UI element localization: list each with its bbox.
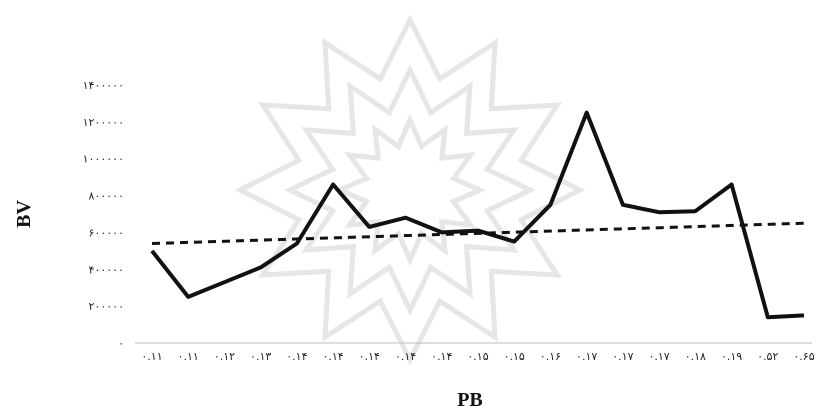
- watermark-ring: [284, 64, 536, 316]
- series-group: [150, 110, 805, 320]
- x-axis-title: PB: [457, 389, 483, 411]
- x-tick-label: ۰.۱۱: [141, 350, 162, 363]
- trendline: [151, 221, 805, 245]
- x-axis-ticks: ۰.۱۱ ۰.۱۱ ۰.۱۲ ۰.۱۳ ۰.۱۴ ۰.۱۴ ۰.۱۴ ۰.۱۴ ۰.۱۴ ۰.۱۵…: [141, 350, 814, 363]
- y-axis-ticks: ۰ ۲۰۰۰۰۰ ۴۰۰۰۰۰ ۶۰۰۰۰۰ ۸۰۰۰۰۰ ۱۰۰۰۰۰۰ ۱۲۰۰۰۰۰ ۱…: [83, 79, 124, 350]
- x-tick-label: ۰.۱۴: [395, 350, 416, 363]
- y-tick-label: ۰: [118, 337, 124, 350]
- x-tick-label: ۰.۱۴: [359, 350, 380, 363]
- y-tick-label: ۲۰۰۰۰۰: [89, 300, 124, 313]
- y-axis-title: BV: [13, 200, 35, 228]
- x-tick-label: ۰.۱۲: [214, 350, 235, 363]
- x-tick-label: ۰.۱۱: [178, 350, 199, 363]
- x-tick-label: ۰.۱۵: [467, 350, 488, 363]
- watermark-ring: [333, 113, 487, 267]
- watermark-ring: [234, 14, 586, 366]
- x-tick-label: ۰.۱۷: [576, 350, 597, 363]
- y-tick-label: ۱۴۰۰۰۰۰: [83, 79, 124, 92]
- y-tick-label: ۴۰۰۰۰۰: [89, 263, 124, 276]
- x-tick-label: ۰.۱۷: [612, 350, 633, 363]
- x-tick-label: ۰.۱۹: [721, 350, 742, 363]
- x-tick-label: ۰.۱۷: [648, 350, 669, 363]
- x-tick-label: ۰.۱۵: [504, 350, 525, 363]
- x-tick-label: ۰.۱۶: [540, 350, 561, 363]
- x-tick-label: ۰.۱۸: [685, 350, 706, 363]
- y-tick-label: ۱۲۰۰۰۰۰: [83, 116, 124, 129]
- x-tick-label: ۰.۱۴: [431, 350, 452, 363]
- watermark-ornament: [234, 14, 586, 366]
- y-tick-label: ۱۰۰۰۰۰۰: [83, 153, 124, 166]
- x-tick-label: ۰.۵۲: [757, 350, 778, 363]
- y-tick-label: ۶۰۰۰۰۰: [89, 226, 124, 239]
- x-tick-label: ۰.۱۳: [250, 350, 271, 363]
- series-line: [150, 110, 805, 320]
- x-tick-label: ۰.۱۴: [286, 350, 307, 363]
- y-tick-label: ۸۰۰۰۰۰: [89, 190, 124, 203]
- x-tick-label: ۰.۶۵: [793, 350, 814, 363]
- x-tick-label: ۰.۱۴: [322, 350, 343, 363]
